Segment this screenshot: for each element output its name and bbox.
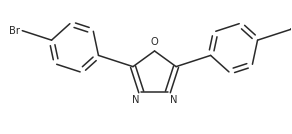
Text: Br: Br bbox=[9, 26, 20, 36]
Text: N: N bbox=[132, 95, 140, 105]
Text: N: N bbox=[170, 95, 177, 105]
Text: O: O bbox=[151, 37, 159, 47]
